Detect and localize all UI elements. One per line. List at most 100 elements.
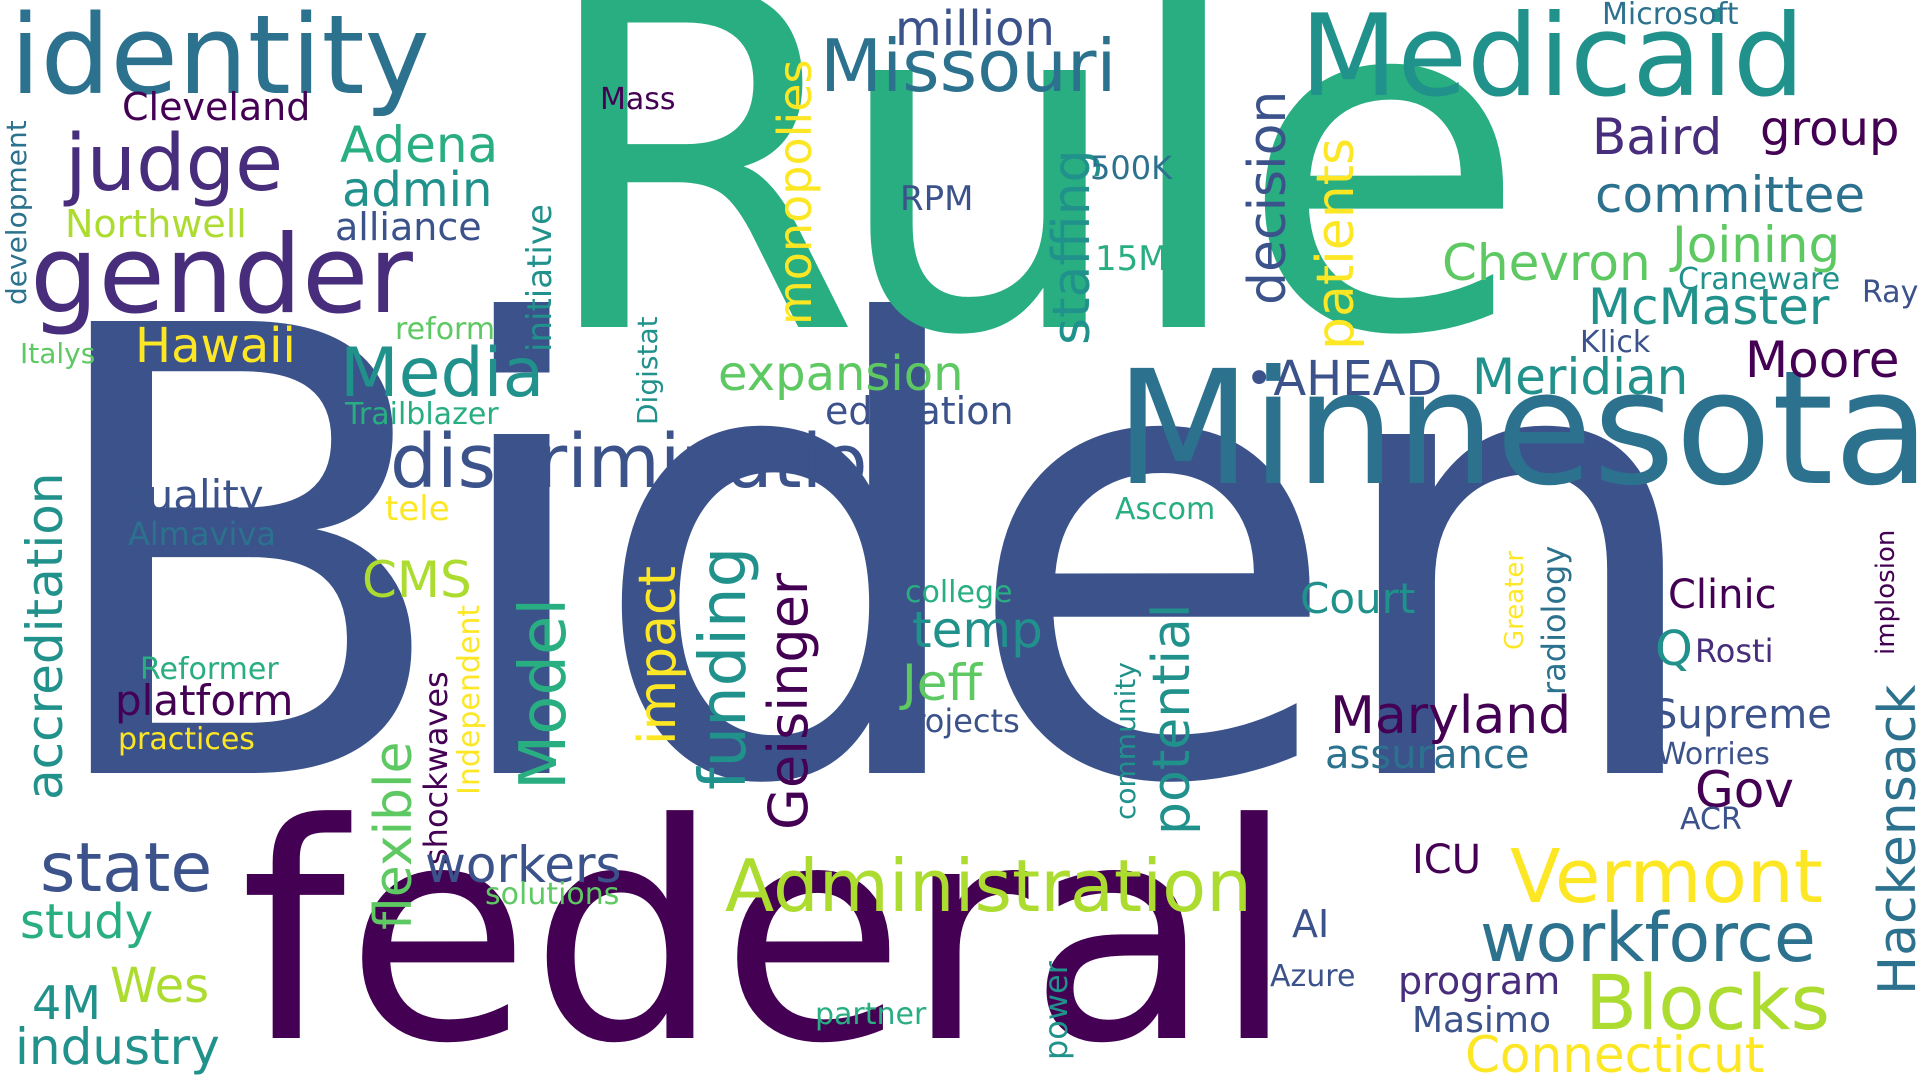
word-admin: admin: [342, 162, 493, 218]
word-program: program: [1398, 959, 1561, 1003]
word-reform: reform: [395, 312, 496, 347]
word-practices: practices: [118, 722, 255, 757]
word-minnesota: Minnesota: [1115, 337, 1920, 521]
word-azure: Azure: [1270, 959, 1356, 994]
word-assurance: assurance: [1325, 732, 1530, 778]
word-implosion: implosion: [1871, 529, 1901, 655]
word-biden: Biden: [30, 199, 1716, 920]
word-ray: Ray: [1862, 275, 1919, 310]
word-judge: judge: [65, 119, 284, 209]
word-wes: Wes: [110, 958, 210, 1014]
word-worries: Worries: [1657, 737, 1770, 772]
word-microsoft: Microsoft: [1602, 0, 1739, 32]
word-ascom: Ascom: [1115, 492, 1216, 527]
word-rpm: RPM: [900, 179, 974, 219]
word-patients: patients: [1306, 137, 1366, 350]
word-monopolies: monopolies: [768, 59, 822, 325]
word-workers: workers: [425, 836, 622, 894]
word-administration: Administration: [725, 844, 1252, 928]
word-tele: tele: [385, 489, 450, 529]
word-joining: Joining: [1672, 216, 1841, 274]
word-power: power: [1037, 961, 1075, 1060]
word-trailblazer: Trailblazer: [345, 397, 499, 432]
word-accreditation: accreditation: [16, 472, 74, 801]
word-q: Q: [1655, 621, 1693, 677]
word-4m: 4M: [32, 976, 101, 1030]
word-baird: Baird: [1592, 108, 1723, 166]
word-independent: Independent: [452, 604, 487, 795]
word-discrimination: discrimination: [390, 419, 915, 505]
word-model: Model: [507, 597, 581, 790]
word-geisinger: Geisinger: [757, 572, 820, 830]
word-mcmaster: McMaster: [1588, 278, 1830, 336]
word-greater: Greater: [1500, 550, 1530, 650]
word-radiology: radiology: [1535, 545, 1573, 695]
word-mass: Mass: [600, 82, 676, 117]
word-acr: ACR: [1680, 802, 1742, 837]
word-500k: 500K: [1090, 149, 1173, 187]
word-moore: Moore: [1745, 331, 1900, 389]
word-potential: potential: [1142, 603, 1202, 835]
word-meridian: Meridian: [1472, 348, 1689, 406]
word-craneware: Craneware: [1678, 262, 1841, 297]
word-initiative: initiative: [520, 204, 560, 352]
word-education: education: [825, 389, 1014, 433]
word-funding: funding: [687, 546, 761, 790]
word-rule: Rule: [535, 0, 1528, 438]
word-college: college: [905, 575, 1013, 610]
word-vermont: Vermont: [1510, 834, 1823, 920]
word-partner: partner: [815, 997, 927, 1032]
word-medicaid: Medicaid: [1300, 0, 1805, 122]
word-impact: impact: [628, 566, 688, 745]
word-almaviva: Almaviva: [128, 515, 276, 553]
word-reformer: Reformer: [140, 652, 279, 687]
word-clinic: Clinic: [1668, 572, 1777, 618]
word-state: state: [40, 829, 213, 908]
word-supreme: Supreme: [1652, 692, 1832, 738]
word-gov: Gov: [1695, 761, 1794, 819]
word-jeff: Jeff: [902, 654, 982, 712]
word-community: community: [1109, 662, 1142, 820]
word-federal: federal: [240, 760, 1296, 1080]
word-italys: Italys: [20, 337, 96, 370]
word-blocks: Blocks: [1585, 958, 1831, 1047]
word-study: study: [20, 894, 154, 950]
word-solutions: solutions: [485, 877, 620, 912]
word-ahead: •AHEAD: [1245, 351, 1443, 407]
word-ai: AI: [1292, 902, 1330, 946]
word-hawaii: Hawaii: [135, 318, 296, 374]
word-identity: identity: [10, 0, 430, 119]
word-group: group: [1760, 101, 1900, 157]
word-digistat: Digistat: [631, 316, 664, 425]
word-rosti: Rosti: [1695, 632, 1774, 670]
word-cleveland: Cleveland: [122, 85, 311, 129]
word-platform: platform: [115, 676, 294, 725]
word-projects: projects: [892, 702, 1020, 740]
word-court: Court: [1300, 574, 1416, 623]
word-masimo: Masimo: [1412, 1000, 1551, 1041]
word-industry: industry: [15, 1018, 220, 1076]
word-workforce: workforce: [1480, 899, 1816, 978]
word-committee: committee: [1595, 166, 1866, 224]
word-icu: ICU: [1412, 837, 1482, 883]
word-development: development: [0, 120, 33, 305]
word-million: million: [895, 1, 1055, 57]
word-missouri: Missouri: [820, 24, 1117, 108]
word-northwell: Northwell: [65, 202, 247, 246]
word-alliance: alliance: [335, 205, 482, 249]
word-connecticut: Connecticut: [1465, 1026, 1765, 1080]
word-cms: CMS: [362, 551, 472, 609]
word-quality: quality: [120, 471, 264, 520]
word-media: Media: [340, 334, 545, 413]
word-adena: Adena: [340, 116, 499, 174]
word-chevron: Chevron: [1442, 234, 1651, 292]
word-klick: Klick: [1580, 325, 1651, 360]
word-hackensack: Hackensack: [1868, 684, 1920, 995]
word-15m: 15M: [1095, 239, 1168, 279]
word-maryland: Maryland: [1330, 686, 1572, 746]
word-flexible: flexible: [364, 741, 424, 931]
word-temp: temp: [912, 601, 1043, 659]
word-decision: decision: [1238, 90, 1298, 305]
word-gender: gender: [30, 213, 413, 338]
